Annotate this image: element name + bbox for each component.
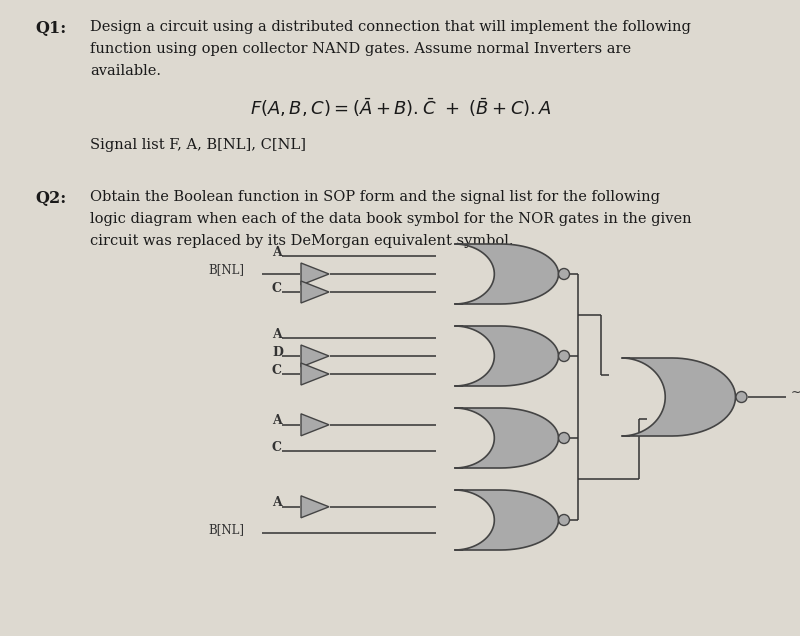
Polygon shape xyxy=(454,408,558,468)
Text: Signal list F, A, B[NL], C[NL]: Signal list F, A, B[NL], C[NL] xyxy=(90,138,306,152)
Text: D: D xyxy=(272,345,283,359)
Text: Q2:: Q2: xyxy=(35,190,66,207)
Text: C: C xyxy=(272,282,282,294)
Polygon shape xyxy=(454,244,558,304)
Circle shape xyxy=(558,350,570,361)
Polygon shape xyxy=(301,263,329,285)
Text: B[NL]: B[NL] xyxy=(208,523,244,536)
Text: Design a circuit using a distributed connection that will implement the followin: Design a circuit using a distributed con… xyxy=(90,20,691,34)
Circle shape xyxy=(558,515,570,525)
Text: $\sim\!F$: $\sim\!F$ xyxy=(787,387,800,399)
Text: $F(A,B,C) = (\bar{A}+B).\bar{C}\ +\ (\bar{B}+C).A$: $F(A,B,C) = (\bar{A}+B).\bar{C}\ +\ (\ba… xyxy=(250,96,552,119)
Text: logic diagram when each of the data book symbol for the NOR gates in the given: logic diagram when each of the data book… xyxy=(90,212,692,226)
Polygon shape xyxy=(301,363,329,385)
Polygon shape xyxy=(454,490,558,550)
Polygon shape xyxy=(622,358,735,436)
Text: C: C xyxy=(272,441,282,453)
Text: B[NL]: B[NL] xyxy=(208,263,244,277)
Circle shape xyxy=(558,268,570,279)
Text: Q1:: Q1: xyxy=(35,20,66,37)
Text: A: A xyxy=(272,245,282,258)
Text: A: A xyxy=(272,414,282,427)
Polygon shape xyxy=(301,345,329,367)
Text: A: A xyxy=(272,496,282,509)
Polygon shape xyxy=(454,326,558,386)
Text: A: A xyxy=(272,328,282,340)
Polygon shape xyxy=(301,281,329,303)
Circle shape xyxy=(558,432,570,443)
Text: available.: available. xyxy=(90,64,161,78)
Polygon shape xyxy=(301,414,329,436)
Text: circuit was replaced by its DeMorgan equivalent symbol.: circuit was replaced by its DeMorgan equ… xyxy=(90,234,514,248)
Text: Obtain the Boolean function in SOP form and the signal list for the following: Obtain the Boolean function in SOP form … xyxy=(90,190,660,204)
Text: C: C xyxy=(272,364,282,377)
Circle shape xyxy=(736,392,747,403)
Polygon shape xyxy=(301,496,329,518)
Text: function using open collector NAND gates. Assume normal Inverters are: function using open collector NAND gates… xyxy=(90,42,631,56)
